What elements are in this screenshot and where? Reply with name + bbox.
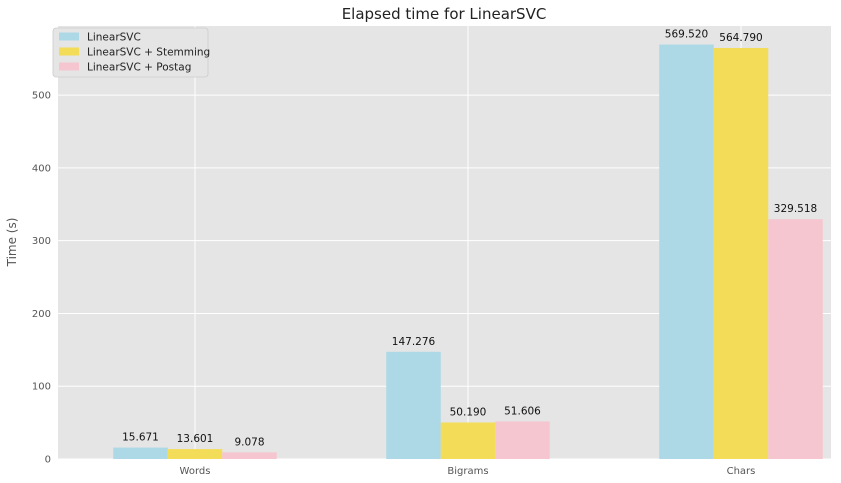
y-tick-label: 0 <box>45 455 51 466</box>
data-labels: 15.671 147.276 569.520 13.601 50.190 564.790 9… <box>122 29 817 449</box>
y-tick-label: 100 <box>32 382 51 393</box>
x-tick-label-words: Words <box>180 466 211 477</box>
x-tick-label-chars: Chars <box>727 466 756 477</box>
bar-bigrams-series-1 <box>386 351 441 459</box>
y-tick-label: 500 <box>32 91 51 102</box>
data-label: 569.520 <box>665 29 708 41</box>
bar-words-series-1 <box>113 447 168 459</box>
bar-bigrams-series-3 <box>495 421 550 459</box>
y-tick-label: 200 <box>32 309 51 320</box>
data-label: 147.276 <box>392 336 436 348</box>
data-label: 51.606 <box>504 405 541 417</box>
bar-bigrams-series-2 <box>440 422 496 459</box>
data-label: 15.671 <box>122 432 159 444</box>
data-label: 564.790 <box>719 32 762 44</box>
legend-entry: LinearSVC <box>87 32 141 44</box>
bar-words-series-3 <box>222 452 277 459</box>
chart-title: Elapsed time for LinearSVC <box>342 5 547 23</box>
data-label: 9.078 <box>234 436 264 448</box>
x-tick-label-bigrams: Bigrams <box>447 466 488 477</box>
bar-chars-series-1 <box>659 44 714 459</box>
bar-chars-series-3 <box>768 219 823 459</box>
legend-entry: LinearSVC + Postag <box>87 62 191 74</box>
legend-frame <box>52 27 209 78</box>
y-tick-label: 400 <box>32 163 51 174</box>
y-axis-label: Time (s) <box>5 218 19 268</box>
legend-swatch <box>59 62 79 71</box>
legend-entry: LinearSVC + Stemming <box>87 47 210 59</box>
legend: LinearSVC LinearSVC + Stemming LinearSVC +… <box>52 27 210 78</box>
y-tick-label: 300 <box>32 236 51 247</box>
axis-ticks: 0 100 200 300 400 500 Words Bigrams Chars <box>32 91 755 477</box>
data-label: 329.518 <box>774 203 817 215</box>
data-label: 50.190 <box>450 406 487 418</box>
legend-swatch <box>59 47 79 56</box>
legend-swatch <box>59 32 79 41</box>
data-label: 13.601 <box>177 433 214 445</box>
bars <box>113 44 823 460</box>
bar-words-series-2 <box>167 449 223 459</box>
bar-chars-series-2 <box>713 47 769 460</box>
